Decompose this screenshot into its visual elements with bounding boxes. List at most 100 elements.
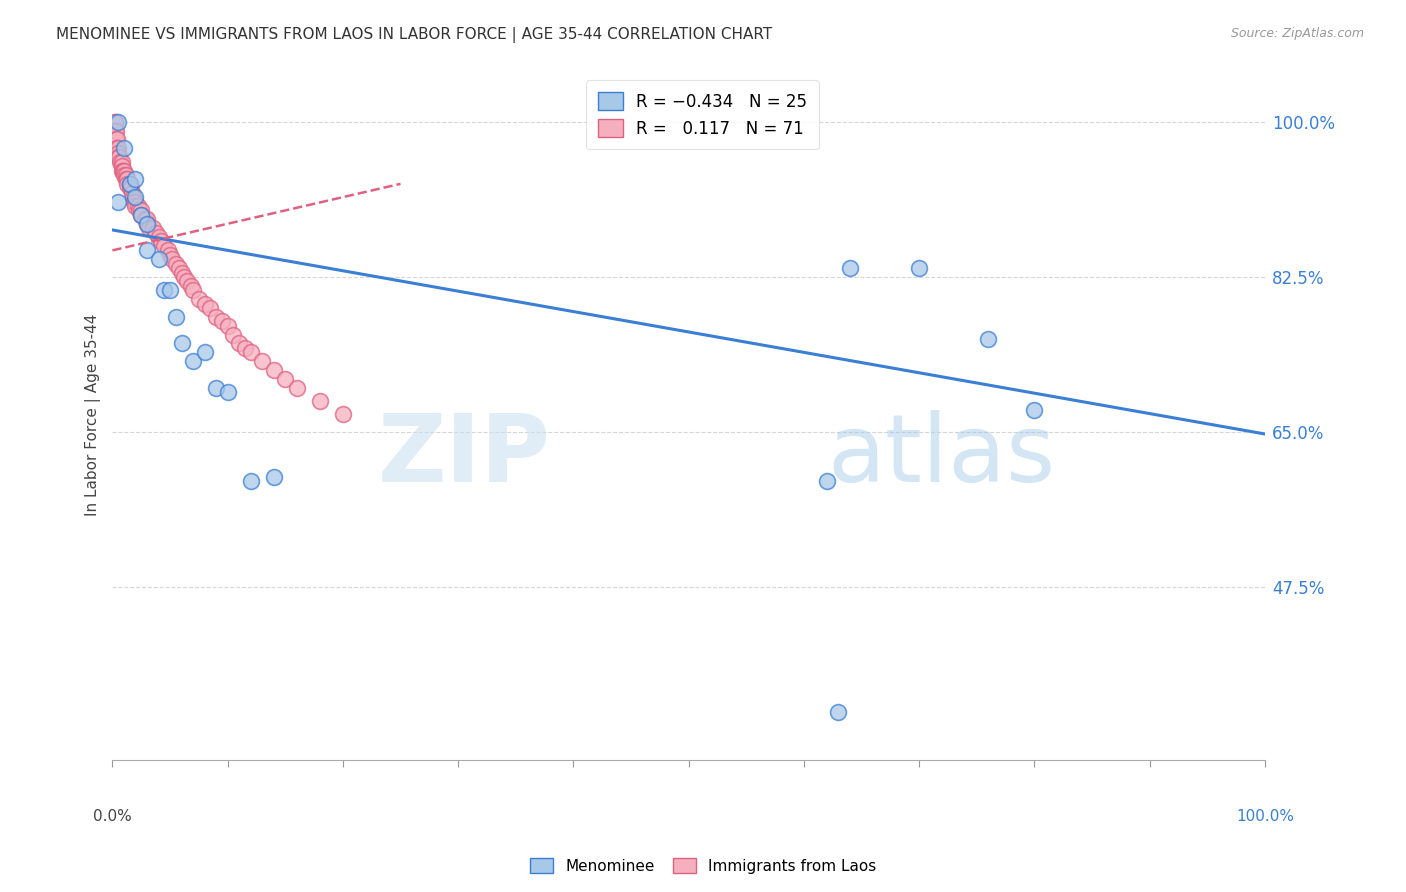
Text: Source: ZipAtlas.com: Source: ZipAtlas.com	[1230, 27, 1364, 40]
Point	[112, 141, 135, 155]
Point	[128, 203, 150, 218]
Point	[839, 261, 862, 276]
Point	[111, 159, 134, 173]
Point	[118, 177, 141, 191]
Point	[217, 318, 239, 333]
Point	[162, 252, 184, 267]
Point	[115, 168, 138, 182]
Point	[194, 345, 217, 359]
Point	[118, 181, 141, 195]
Point	[148, 230, 170, 244]
Point	[205, 310, 228, 324]
Point	[908, 261, 931, 276]
Point	[104, 132, 127, 146]
Point	[211, 314, 233, 328]
Point	[124, 194, 146, 209]
Legend: R = −0.434   N = 25, R =   0.117   N = 71: R = −0.434 N = 25, R = 0.117 N = 71	[586, 80, 818, 149]
Point	[308, 394, 330, 409]
Point	[149, 235, 172, 249]
Point	[263, 363, 285, 377]
Text: ZIP: ZIP	[377, 410, 550, 502]
Point	[124, 199, 146, 213]
Point	[222, 327, 245, 342]
Point	[217, 385, 239, 400]
Point	[239, 474, 262, 488]
Point	[153, 283, 176, 297]
Point	[105, 141, 128, 155]
Point	[124, 190, 146, 204]
Point	[156, 244, 179, 258]
Point	[228, 336, 250, 351]
Point	[124, 194, 146, 209]
Text: 100.0%: 100.0%	[1236, 809, 1294, 824]
Point	[136, 212, 159, 227]
Point	[112, 168, 135, 182]
Point	[815, 474, 838, 488]
Point	[129, 208, 152, 222]
Point	[263, 469, 285, 483]
Point	[134, 212, 156, 227]
Point	[117, 177, 139, 191]
Point	[129, 203, 152, 218]
Point	[136, 217, 159, 231]
Point	[107, 145, 129, 160]
Point	[159, 283, 181, 297]
Point	[167, 261, 190, 276]
Point	[165, 257, 187, 271]
Point	[170, 336, 193, 351]
Point	[170, 266, 193, 280]
Point	[124, 172, 146, 186]
Point	[115, 172, 138, 186]
Point	[1024, 403, 1046, 417]
Point	[107, 114, 129, 128]
Point	[145, 226, 167, 240]
Point	[176, 274, 198, 288]
Point	[274, 372, 297, 386]
Point	[104, 132, 127, 146]
Point	[332, 408, 354, 422]
Point	[117, 172, 139, 186]
Point	[977, 332, 1000, 346]
Point	[153, 239, 176, 253]
Point	[194, 296, 217, 310]
Y-axis label: In Labor Force | Age 35-44: In Labor Force | Age 35-44	[86, 313, 101, 516]
Point	[118, 177, 141, 191]
Point	[138, 221, 160, 235]
Point	[111, 163, 134, 178]
Point	[142, 221, 165, 235]
Point	[129, 208, 152, 222]
Point	[111, 163, 134, 178]
Legend: Menominee, Immigrants from Laos: Menominee, Immigrants from Laos	[524, 852, 882, 880]
Point	[107, 194, 129, 209]
Text: atlas: atlas	[827, 410, 1054, 502]
Point	[104, 114, 127, 128]
Point	[127, 199, 149, 213]
Point	[827, 705, 849, 719]
Point	[111, 154, 134, 169]
Point	[104, 141, 127, 155]
Text: 0.0%: 0.0%	[93, 809, 132, 824]
Point	[110, 154, 132, 169]
Point	[173, 270, 195, 285]
Point	[180, 278, 202, 293]
Point	[107, 141, 129, 155]
Point	[112, 163, 135, 178]
Point	[165, 310, 187, 324]
Point	[200, 301, 222, 315]
Point	[239, 345, 262, 359]
Point	[252, 354, 274, 368]
Point	[181, 283, 204, 297]
Point	[104, 123, 127, 137]
Point	[108, 150, 131, 164]
Point	[285, 381, 308, 395]
Point	[105, 132, 128, 146]
Point	[107, 150, 129, 164]
Point	[181, 354, 204, 368]
Point	[205, 381, 228, 395]
Text: MENOMINEE VS IMMIGRANTS FROM LAOS IN LABOR FORCE | AGE 35-44 CORRELATION CHART: MENOMINEE VS IMMIGRANTS FROM LAOS IN LAB…	[56, 27, 772, 43]
Point	[122, 190, 145, 204]
Point	[233, 341, 256, 355]
Point	[148, 252, 170, 267]
Point	[120, 181, 142, 195]
Point	[104, 123, 127, 137]
